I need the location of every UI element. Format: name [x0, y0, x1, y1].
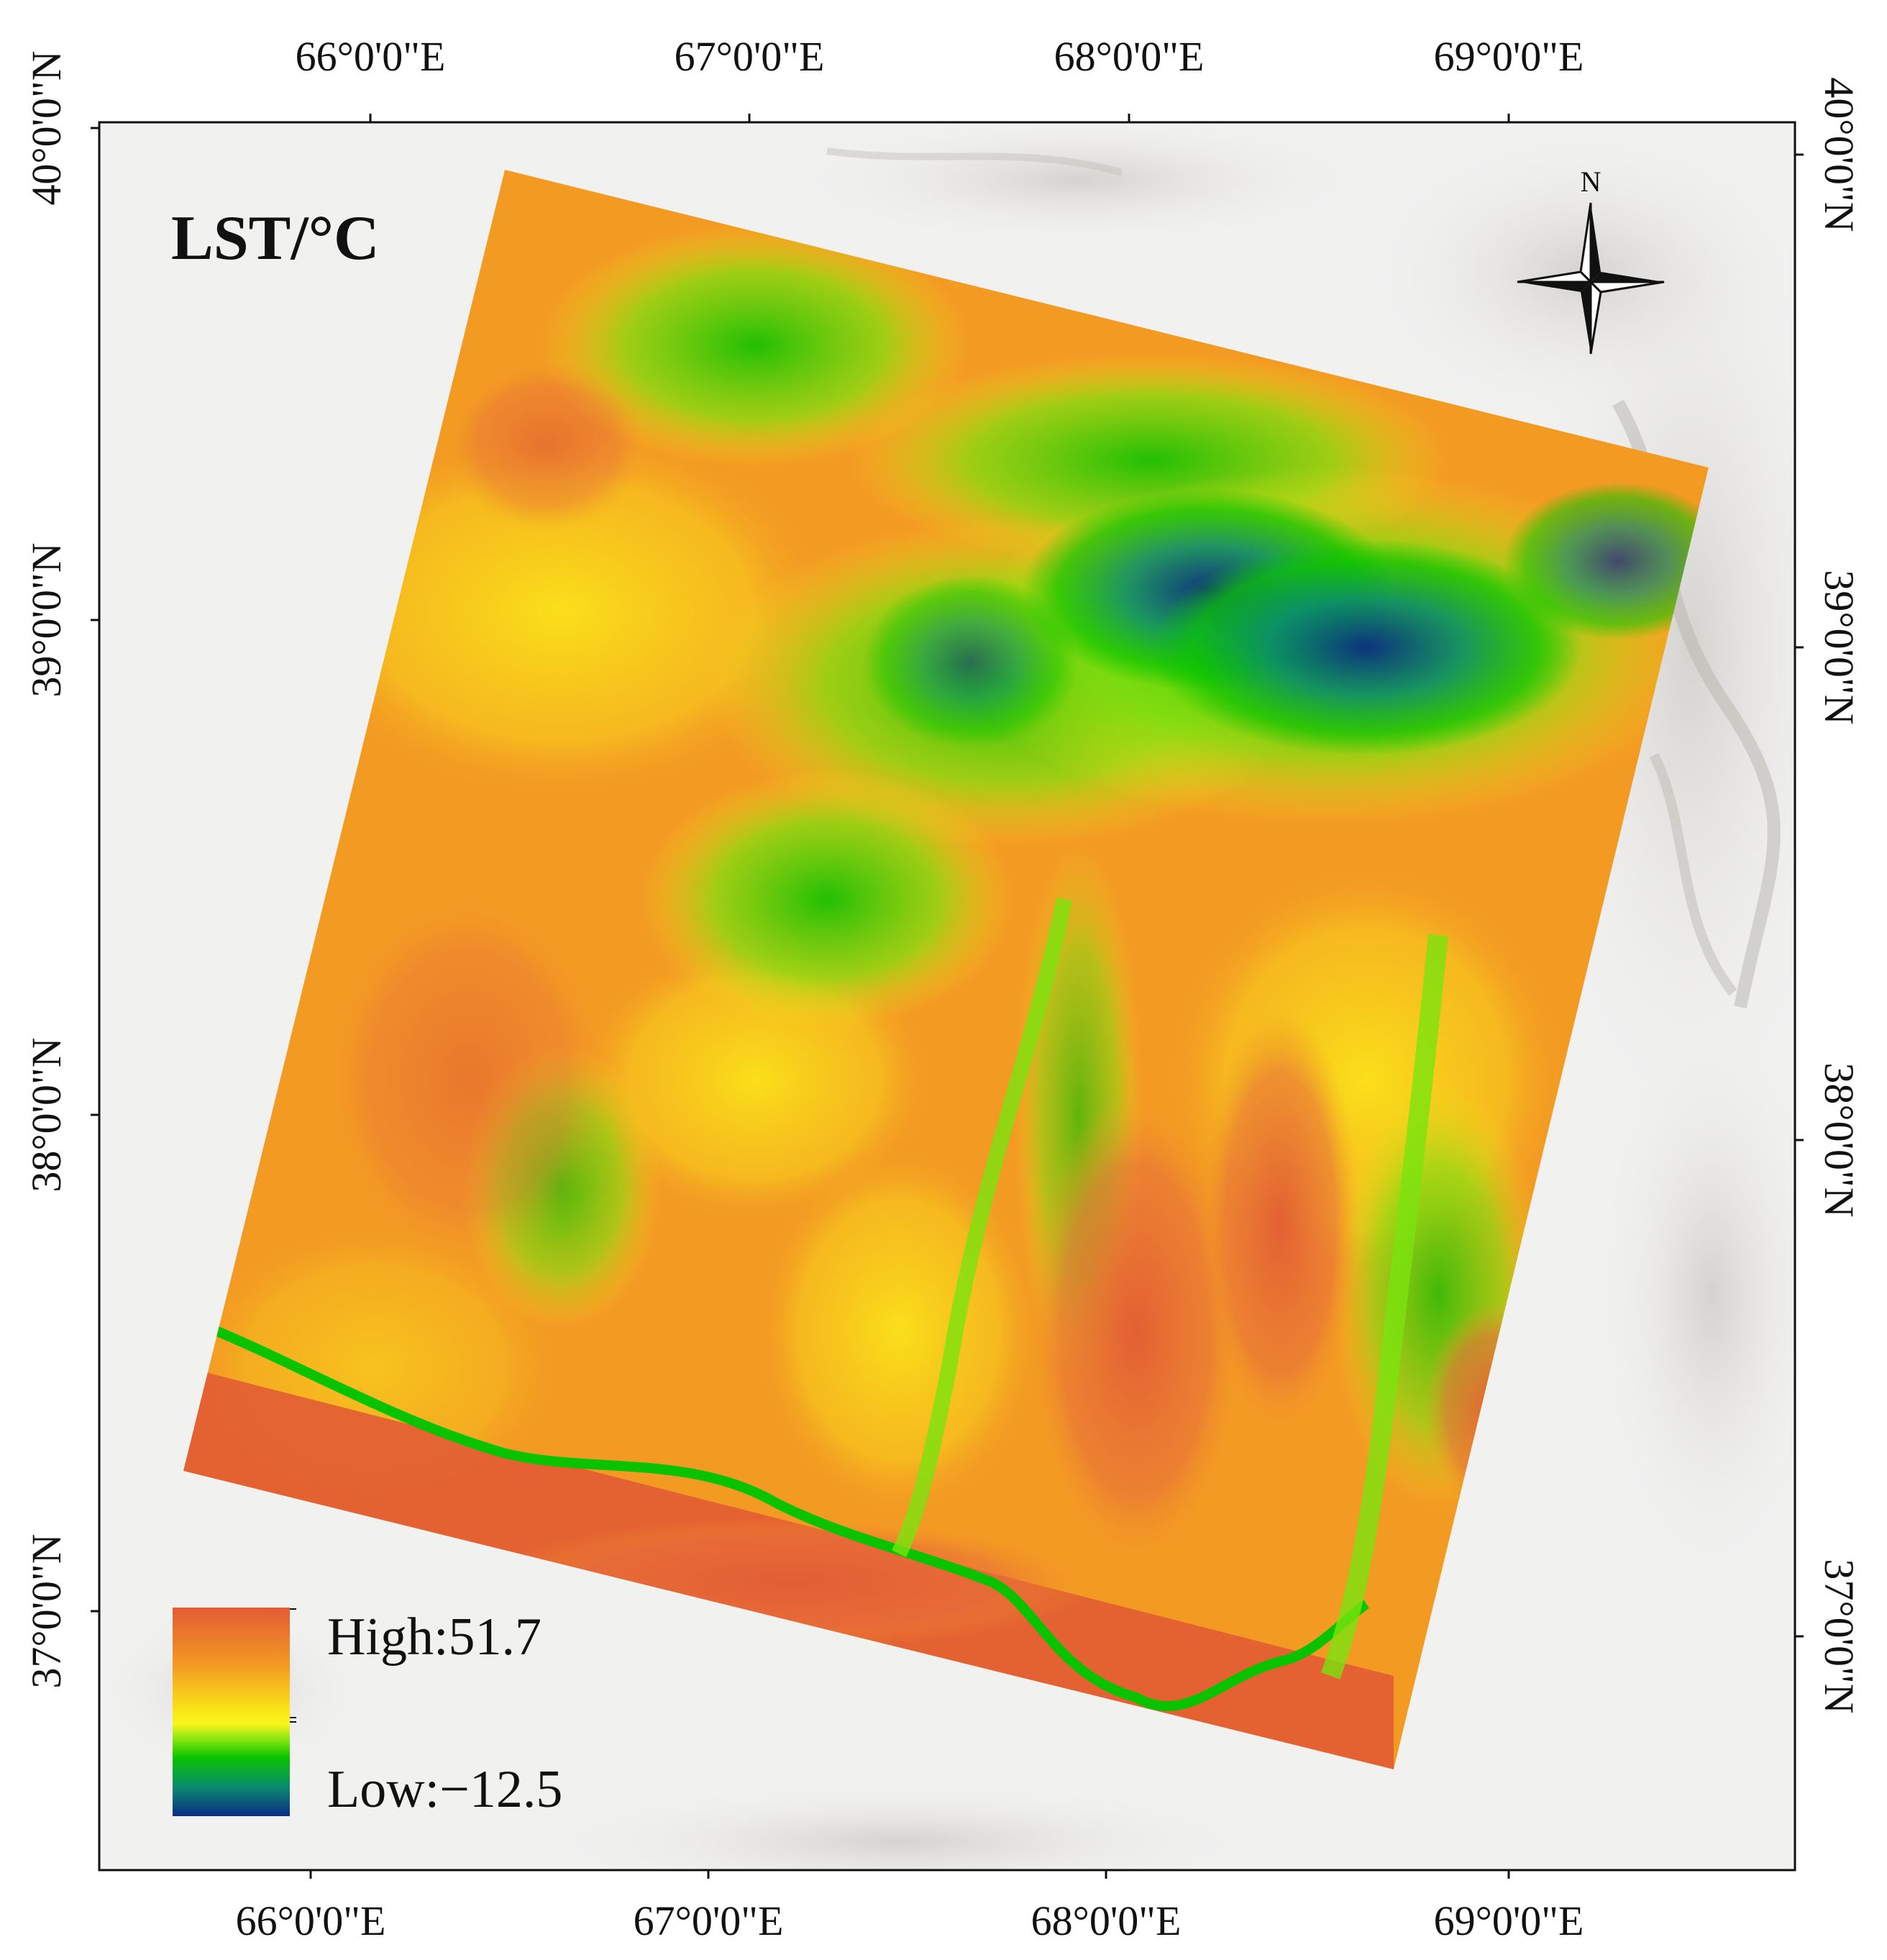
right-tick-label: 38°0'0"N: [1816, 1062, 1863, 1217]
left-tick-label: 37°0'0"N: [23, 1533, 70, 1688]
map-frame-border: [98, 121, 1796, 1872]
left-tick-label: 39°0'0"N: [23, 542, 70, 697]
right-tick-label: 39°0'0"N: [1816, 570, 1863, 724]
lst-raster-scene: [183, 170, 1709, 1769]
legend-color-ramp-bar: [173, 1608, 290, 1816]
right-tick-label: 40°0'0"N: [1816, 77, 1863, 232]
legend: High:51.7 Low:−12.5: [173, 1608, 562, 1819]
map-title: LST/°C: [171, 204, 380, 273]
bottom-tick-label: 67°0'0"E: [634, 1897, 784, 1944]
right-tick-label: 37°0'0"N: [1816, 1559, 1863, 1713]
left-tick-label: 38°0'0"N: [23, 1037, 70, 1192]
top-tick-label: 69°0'0"E: [1434, 33, 1584, 80]
right-axis-labels: 40°0'0"N 39°0'0"N 38°0'0"N 37°0'0"N: [1816, 77, 1863, 1713]
top-tick-label: 67°0'0"E: [675, 33, 825, 80]
top-axis-labels: 66°0'0"E 67°0'0"E 68°0'0"E 69°0'0"E: [296, 33, 1584, 80]
top-tick-label: 66°0'0"E: [296, 33, 446, 80]
left-axis-labels: 40°0'0"N 39°0'0"N 38°0'0"N 37°0'0"N: [23, 50, 70, 1688]
bottom-tick-label: 68°0'0"E: [1031, 1897, 1182, 1944]
top-tick-label: 68°0'0"E: [1054, 33, 1205, 80]
north-label: N: [1581, 165, 1602, 198]
legend-low-label: Low:−12.5: [327, 1760, 562, 1819]
bottom-tick-label: 69°0'0"E: [1434, 1897, 1584, 1944]
axis-tick-marks: [91, 114, 1804, 1879]
legend-high-label: High:51.7: [327, 1608, 542, 1667]
bottom-axis-labels: 66°0'0"E 67°0'0"E 68°0'0"E 69°0'0"E: [236, 1897, 1584, 1944]
north-arrow-icon: N: [1517, 165, 1665, 355]
left-tick-label: 40°0'0"N: [23, 50, 70, 205]
bottom-tick-label: 66°0'0"E: [236, 1897, 386, 1944]
